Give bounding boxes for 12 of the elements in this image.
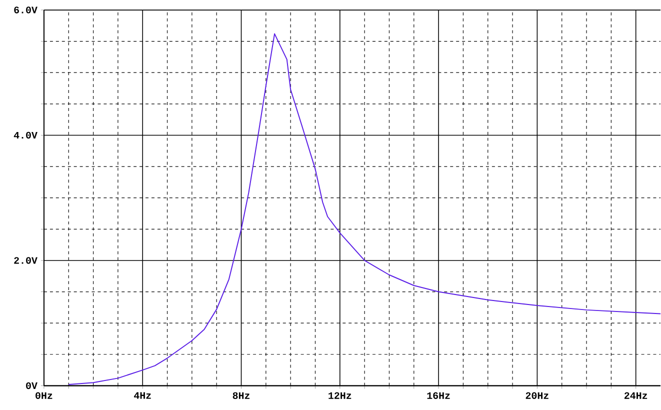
y-tick-label: 2.0V bbox=[14, 257, 38, 264]
y-tick-label: 6.0V bbox=[14, 6, 38, 14]
line-series bbox=[68, 33, 661, 386]
x-tick-label: 20Hz bbox=[526, 392, 548, 400]
y-tick-label: 4.0V bbox=[14, 132, 38, 139]
x-tick-label: 4Hz bbox=[134, 392, 151, 399]
x-tick-label: 16Hz bbox=[427, 392, 450, 400]
x-tick-label: 24Hz bbox=[624, 392, 648, 400]
y-tick-label: 0V bbox=[26, 382, 38, 390]
x-tick-label: 12Hz bbox=[328, 392, 352, 400]
x-tick-label: 0Hz bbox=[36, 392, 52, 400]
x-tick-label: 8Hz bbox=[232, 392, 250, 400]
